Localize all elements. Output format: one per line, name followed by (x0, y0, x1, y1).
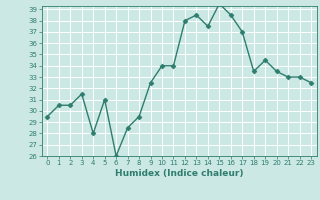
X-axis label: Humidex (Indice chaleur): Humidex (Indice chaleur) (115, 169, 244, 178)
